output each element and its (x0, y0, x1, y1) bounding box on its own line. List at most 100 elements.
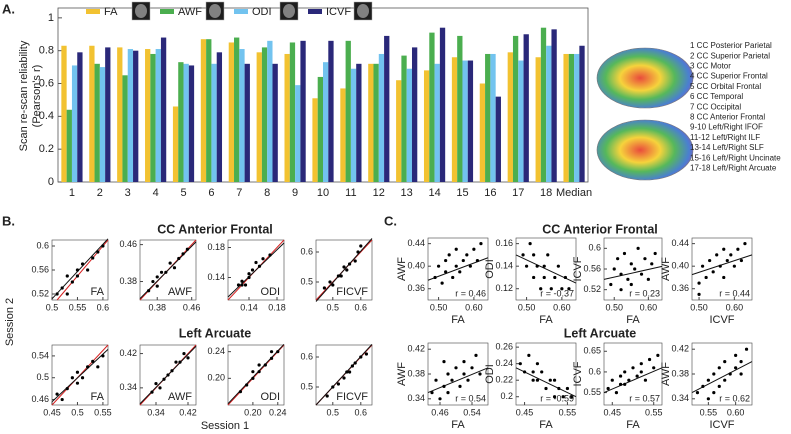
point (353, 259, 357, 263)
x-tick-label: 9 (292, 187, 298, 199)
x-tick-label: 0.34 (147, 407, 165, 417)
y-tick-label: 0.14 (495, 261, 513, 271)
point (631, 366, 635, 370)
point (643, 257, 647, 261)
y-axis-label-line: Scan re-scan reliability (18, 40, 30, 151)
point (565, 386, 570, 391)
point (80, 262, 85, 266)
point (718, 264, 722, 268)
point (269, 350, 274, 354)
bar (94, 63, 100, 182)
point (350, 364, 354, 368)
point (623, 370, 627, 374)
point (744, 347, 749, 351)
x-tick-label: 18 (540, 187, 552, 199)
section-title: Left Arcuate (179, 326, 252, 340)
point (65, 274, 69, 278)
point (643, 378, 648, 382)
bar (401, 55, 407, 182)
x-tick-label: 0.20 (244, 407, 262, 417)
point (91, 256, 95, 260)
point (475, 258, 480, 263)
point (728, 372, 732, 376)
point (535, 264, 539, 268)
legend-swatch (86, 9, 100, 14)
point (542, 275, 546, 280)
y-tick-label: 0.44 (671, 238, 689, 248)
point (325, 394, 329, 398)
plot-frame (315, 239, 373, 301)
bar (122, 75, 128, 182)
y-axis-label: AWF (660, 257, 672, 281)
y-axis-label-line: (Pearson's r) (31, 65, 43, 128)
bar (117, 47, 123, 182)
point (532, 253, 536, 257)
point (436, 264, 441, 268)
point (251, 370, 255, 374)
section-title: Left Arcuate (564, 326, 637, 340)
point (164, 270, 168, 274)
point (336, 274, 340, 278)
point (609, 282, 613, 287)
x-tick-label: 0.50 (430, 302, 448, 312)
x-tick-label: 1 (69, 187, 75, 199)
point (619, 272, 623, 276)
point (531, 378, 535, 382)
tract-label: 1 CC Posterior Parietal (690, 41, 772, 50)
bar (244, 63, 250, 182)
fit-line (139, 241, 197, 299)
y-tick-label: 0.34 (407, 393, 425, 403)
y-tick-label: 0.14 (207, 272, 225, 282)
point (257, 363, 261, 367)
bar (495, 96, 501, 182)
y-tick-label: 0.40 (407, 261, 425, 271)
bar (507, 52, 513, 182)
point (158, 386, 162, 390)
bar (127, 49, 134, 182)
point (697, 292, 701, 296)
point (633, 267, 637, 271)
bar (267, 40, 273, 183)
point (342, 265, 346, 269)
y-axis-label: ICVF (572, 256, 584, 281)
subplot-label: FICVF (336, 391, 368, 403)
r-value: r = 0.46 (455, 288, 486, 298)
x-axis-label: FA (451, 314, 465, 326)
point (462, 360, 466, 364)
y-tick-label: 0.6 (588, 366, 601, 376)
bar (378, 53, 385, 182)
point (717, 366, 721, 370)
bar (61, 45, 67, 183)
point (723, 360, 727, 364)
point (446, 391, 450, 395)
r-value: r = 0.23 (629, 288, 660, 298)
legend-swatch (308, 9, 322, 14)
tract-label: 5 CC Orbital Frontal (690, 82, 761, 91)
section-title: CC Anterior Frontal (542, 222, 658, 236)
point (723, 378, 727, 382)
point (548, 378, 552, 382)
point (563, 275, 568, 280)
point (722, 247, 726, 251)
point (646, 277, 650, 281)
bar (328, 40, 334, 183)
x-tick-label: 16 (484, 187, 496, 199)
fit-line (227, 242, 285, 298)
point (261, 257, 265, 261)
point (150, 390, 154, 394)
point (454, 366, 458, 370)
y-tick-label: 1 (48, 12, 54, 24)
point (618, 382, 623, 386)
fit-line (515, 254, 577, 284)
x-tick-label: 8 (264, 187, 270, 199)
point (356, 250, 360, 254)
bar (368, 63, 374, 182)
point (240, 279, 244, 283)
point (177, 256, 181, 261)
x-tick-label: 0.45 (43, 407, 61, 417)
bar (490, 53, 496, 182)
bar (467, 60, 474, 182)
bar (234, 37, 240, 183)
y-tick-label: 0.5 (300, 381, 313, 391)
y-tick-label: 0.38 (407, 368, 425, 378)
